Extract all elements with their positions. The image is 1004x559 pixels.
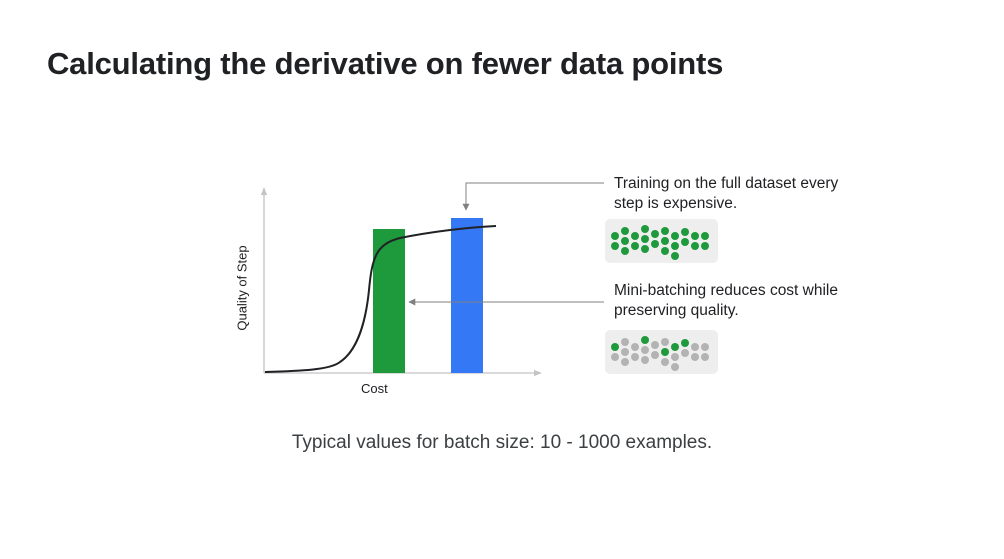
full-dataset-point [631,242,639,250]
full-dataset-arrow [462,182,604,211]
full-dataset-point [641,235,649,243]
full-dataset-annotation: Training on the full dataset every step … [614,174,838,214]
full-dataset-point [661,237,669,245]
full-dataset-annotation-line2: step is expensive. [614,195,738,212]
slide-title: Calculating the derivative on fewer data… [47,46,724,81]
mini-batch-point [701,353,709,361]
full-dataset-point [621,227,629,235]
mini-batch-point [631,353,639,361]
full-dataset-point [641,225,649,233]
mini-batch-point [691,353,699,361]
mini-batch-point [611,343,619,351]
full-dataset-point [661,227,669,235]
mini-batch-point [641,336,649,344]
full-dataset-point [611,242,619,250]
x-axis-label: Cost [361,381,388,396]
mini-batch-point [671,353,679,361]
mini-batch-annotation-line2: preserving quality. [614,302,739,319]
mini-batch-point [681,339,689,347]
mini-batch-point [681,349,689,357]
mini-batch-point [651,341,659,349]
mini-batch-point [651,351,659,359]
full-dataset-points-panel [605,219,718,263]
mini-batch-point [661,358,669,366]
full-dataset-point [631,232,639,240]
full-dataset-point [611,232,619,240]
full-dataset-point [691,242,699,250]
mini-batch-point [621,358,629,366]
full-dataset-point [651,230,659,238]
mini-batch-point [701,343,709,351]
mini-batch-point [641,356,649,364]
full-dataset-point [671,252,679,260]
full-dataset-point [651,240,659,248]
mini-batch-point [661,338,669,346]
full-dataset-bar [451,218,483,373]
full-dataset-point [701,242,709,250]
full-dataset-point [691,232,699,240]
full-dataset-annotation-line1: Training on the full dataset every [614,175,839,192]
full-dataset-point [701,232,709,240]
mini-batch-point [621,348,629,356]
mini-batch-point [621,338,629,346]
full-dataset-point [671,232,679,240]
full-dataset-point [671,242,679,250]
mini-batch-annotation-line1: Mini-batching reduces cost while [614,282,838,299]
full-dataset-point [661,247,669,255]
full-dataset-point [681,228,689,236]
mini-batch-point [671,343,679,351]
full-dataset-point [621,237,629,245]
mini-batch-point [661,348,669,356]
caption: Typical values for batch size: 10 - 1000… [291,432,713,453]
mini-batch-annotation: Mini-batching reduces cost while preserv… [614,281,838,321]
full-dataset-point [621,247,629,255]
mini-batch-point [691,343,699,351]
mini-batch-point [671,363,679,371]
full-dataset-point [641,245,649,253]
mini-batch-point [641,346,649,354]
y-axis-label: Quality of Step [234,245,250,331]
full-dataset-point [681,238,689,246]
mini-batch-point [611,353,619,361]
mini-batch-point [631,343,639,351]
quality-curve [264,225,497,373]
mini-batch-points-panel [605,330,718,374]
